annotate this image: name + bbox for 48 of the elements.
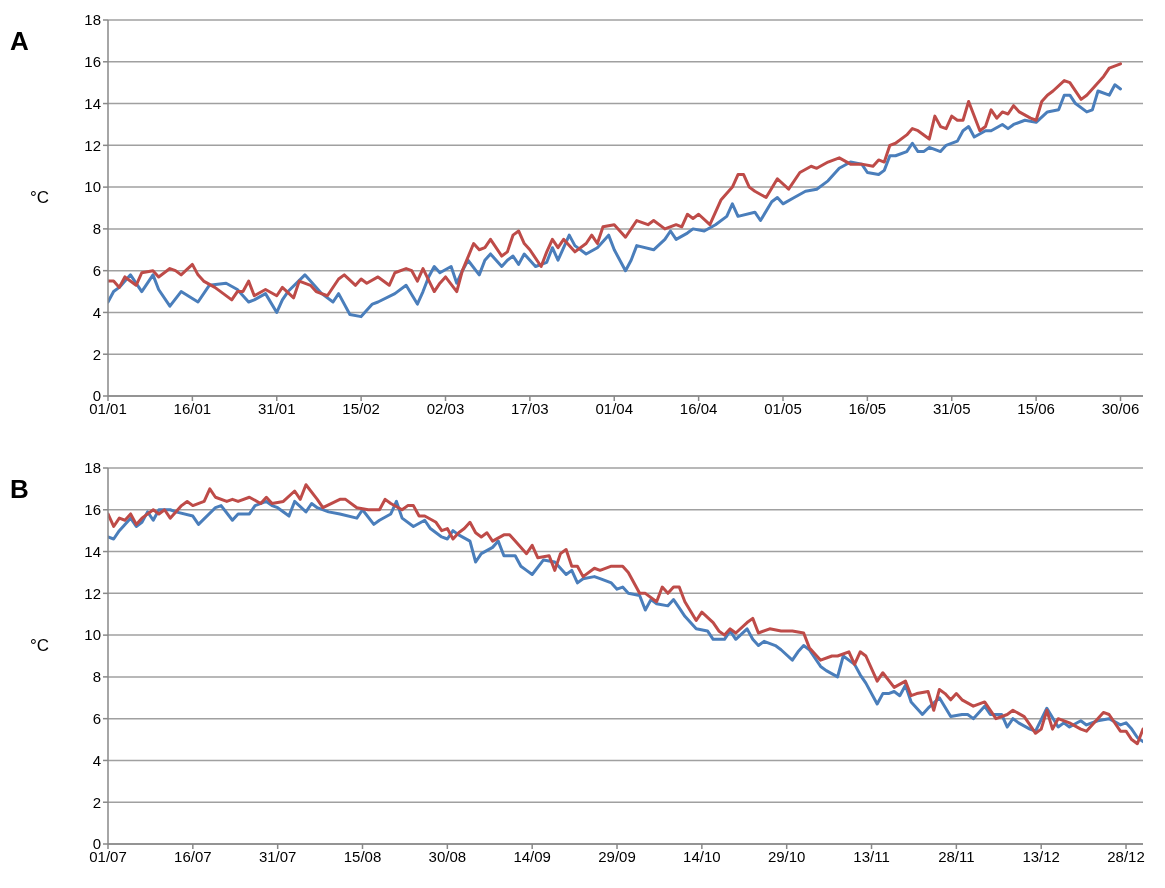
y-tick-label: 14: [84, 542, 101, 560]
y-tick-label: 18: [84, 11, 101, 29]
y-tick-label: 2: [92, 345, 101, 363]
y-tick-label: 12: [84, 584, 101, 602]
y-tick-label: 14: [84, 94, 101, 112]
x-tick-label: 14/09: [513, 847, 551, 865]
x-tick-label: 29/10: [767, 847, 806, 865]
y-axis-title: °C: [30, 188, 50, 208]
y-tick-label: 4: [92, 751, 101, 769]
x-tick-label: 15/06: [1017, 399, 1055, 417]
x-tick-label: 15/08: [343, 847, 382, 865]
x-tick-label: 30/08: [428, 847, 467, 865]
x-tick-label: 15/02: [342, 399, 380, 417]
x-tick-label: 16/05: [848, 399, 887, 417]
y-tick-label: 8: [92, 668, 101, 686]
x-tick-label: 31/07: [258, 847, 297, 865]
y-tick-label: 10: [84, 626, 101, 644]
x-tick-label: 30/06: [1101, 399, 1140, 417]
x-tick-label: 17/03: [511, 399, 549, 417]
y-tick-label: 10: [84, 178, 101, 196]
chart-title: B: [10, 474, 29, 505]
x-tick-label: 16/04: [679, 399, 718, 417]
x-tick-label: 28/11: [938, 847, 975, 865]
y-tick-label: 16: [84, 53, 101, 71]
y-axis-title: °C: [30, 636, 50, 656]
x-tick-label: 31/01: [257, 399, 296, 417]
x-tick-label: 16/07: [174, 847, 212, 865]
x-tick-label: 28/12: [1107, 847, 1145, 865]
x-tick-label: 13/12: [1022, 847, 1060, 865]
x-tick-label: 29/09: [598, 847, 636, 865]
x-tick-label: 01/05: [764, 399, 802, 417]
x-tick-label: 13/11: [853, 847, 890, 865]
y-tick-label: 0: [92, 387, 101, 405]
x-tick-label: 02/03: [426, 399, 465, 417]
y-tick-label: 0: [92, 835, 101, 853]
x-tick-label: 31/05: [932, 399, 971, 417]
x-tick-label: 01/04: [595, 399, 634, 417]
chart-title: A: [10, 26, 29, 57]
y-tick-label: 4: [92, 303, 101, 321]
x-tick-label: 14/10: [683, 847, 721, 865]
y-tick-label: 2: [92, 793, 101, 811]
y-tick-label: 18: [84, 459, 101, 477]
y-tick-label: 12: [84, 136, 101, 154]
y-tick-label: 6: [92, 709, 101, 727]
y-tick-label: 8: [92, 220, 101, 238]
y-tick-label: 6: [92, 261, 101, 279]
y-tick-label: 16: [84, 501, 101, 519]
x-tick-label: 16/01: [173, 399, 212, 417]
